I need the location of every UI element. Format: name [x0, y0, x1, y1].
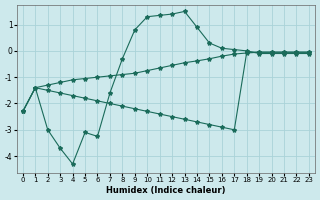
X-axis label: Humidex (Indice chaleur): Humidex (Indice chaleur): [106, 186, 226, 195]
